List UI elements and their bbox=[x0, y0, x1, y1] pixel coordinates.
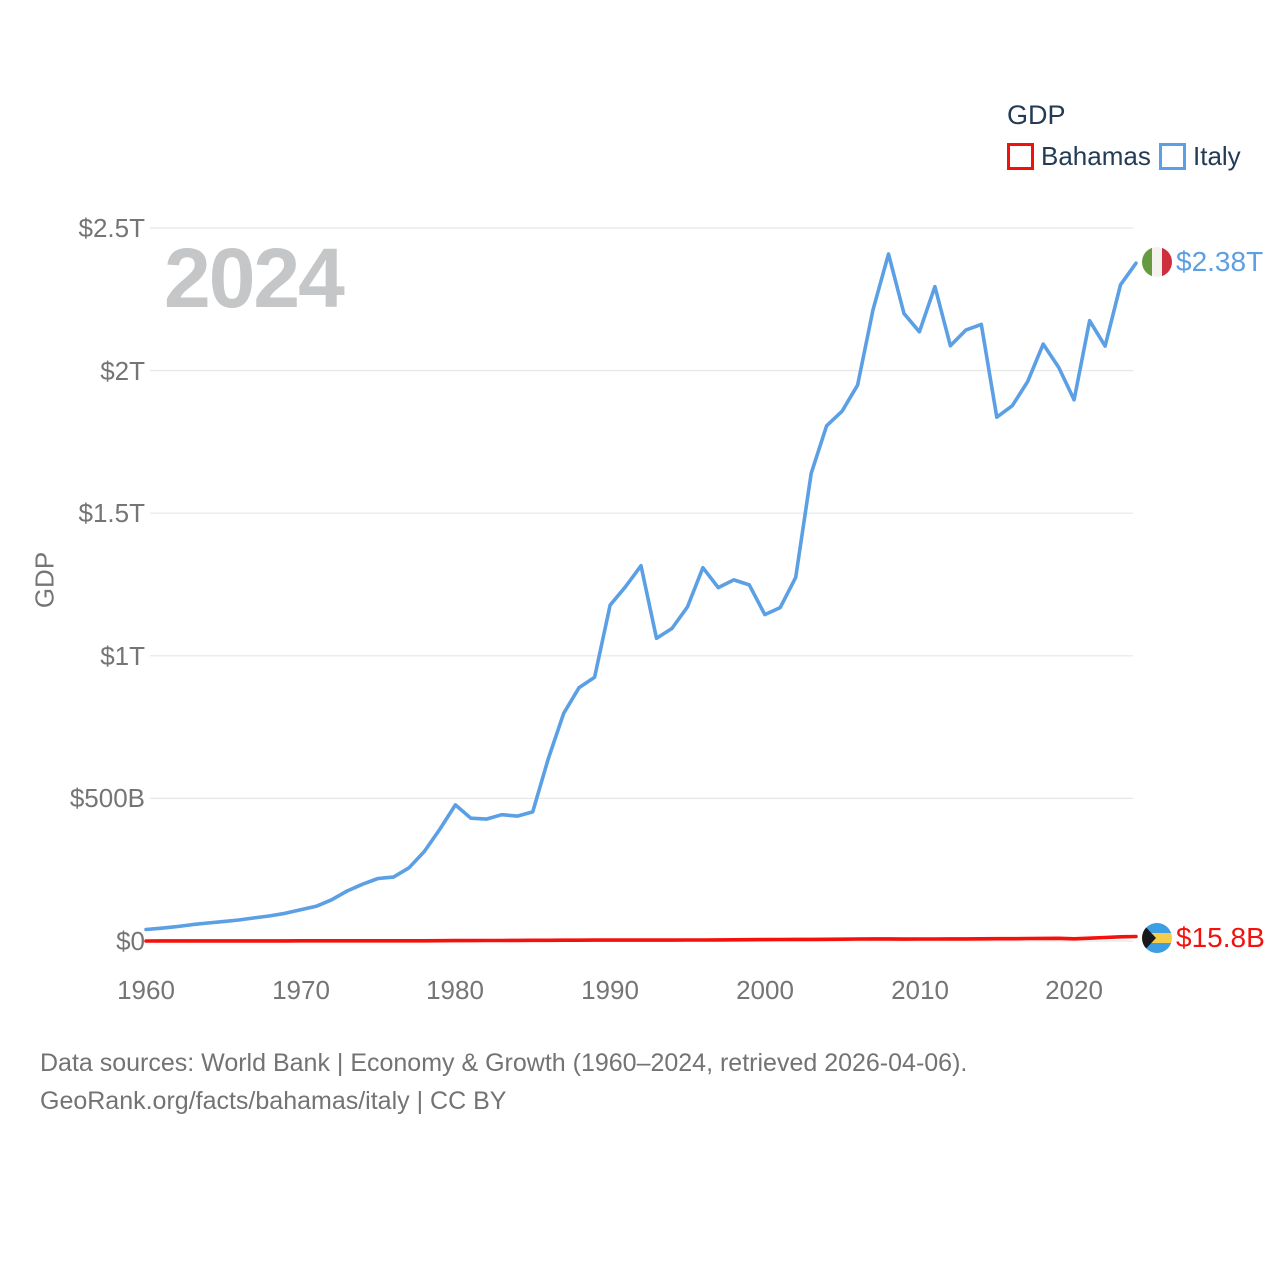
italy-flag-icon bbox=[1142, 247, 1172, 277]
x-tick-1980: 1980 bbox=[426, 975, 484, 1005]
x-tick-2010: 2010 bbox=[891, 975, 949, 1005]
italy-line bbox=[144, 252, 1138, 932]
y-tick-1t: $1T bbox=[100, 640, 145, 671]
bahamas-line bbox=[144, 934, 1138, 943]
footer-sources-line: Data sources: World Bank | Economy & Gro… bbox=[40, 1049, 968, 1077]
y-tick-0: $0 bbox=[116, 926, 145, 956]
y-tick-1-5t: $1.5T bbox=[78, 498, 146, 529]
legend-label-bahamas: Bahamas bbox=[1041, 141, 1151, 171]
x-tick-1960: 1960 bbox=[117, 975, 175, 1005]
gridlines bbox=[150, 227, 1133, 942]
italy-end-value: $2.38T bbox=[1176, 246, 1264, 277]
x-tick-1990: 1990 bbox=[581, 975, 639, 1005]
y-axis-title: GDP bbox=[29, 551, 60, 609]
x-tick-2000: 2000 bbox=[736, 975, 794, 1005]
y-tick-500b: $500B bbox=[69, 783, 145, 814]
bahamas-swatch-icon bbox=[1007, 142, 1034, 170]
y-tick-2t: $2T bbox=[100, 355, 145, 386]
bahamas-end-value: $15.8B bbox=[1176, 922, 1265, 953]
footer-attribution-line: GeoRank.org/facts/bahamas/italy | CC BY bbox=[40, 1087, 507, 1115]
italy-swatch-icon bbox=[1159, 142, 1186, 170]
legend-item-italy[interactable]: Italy bbox=[1159, 142, 1241, 170]
legend-label-italy: Italy bbox=[1193, 141, 1241, 171]
bahamas-flag-icon bbox=[1142, 923, 1172, 953]
watermark-year: 2024 bbox=[164, 231, 345, 325]
legend-title: GDP bbox=[1007, 100, 1066, 130]
y-tick-2-5t: $2.5T bbox=[78, 213, 146, 243]
x-tick-1970: 1970 bbox=[272, 975, 330, 1005]
footer: Data sources: World Bank | Economy & Gro… bbox=[40, 1044, 967, 1120]
legend-item-bahamas[interactable]: Bahamas bbox=[1007, 142, 1151, 170]
x-tick-2020: 2020 bbox=[1045, 975, 1103, 1005]
